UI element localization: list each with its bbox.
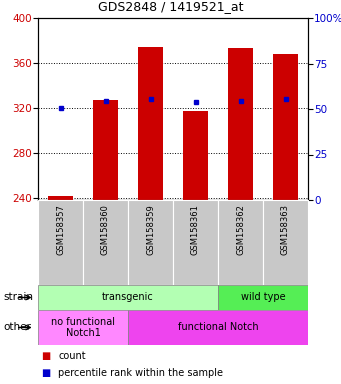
Text: other: other	[3, 323, 31, 333]
Bar	[38, 310, 128, 345]
Bar	[218, 200, 263, 285]
Bar	[273, 54, 298, 200]
Bar	[93, 100, 118, 200]
Text: GSM158359: GSM158359	[146, 204, 155, 255]
Text: ■: ■	[41, 351, 51, 361]
Text: functional Notch: functional Notch	[178, 323, 258, 333]
Bar	[38, 200, 83, 285]
Text: no functional
Notch1: no functional Notch1	[51, 317, 115, 338]
Bar	[228, 48, 253, 200]
Bar	[128, 200, 173, 285]
Bar	[38, 285, 218, 310]
Text: GSM158360: GSM158360	[101, 204, 110, 255]
Bar	[83, 200, 128, 285]
Text: percentile rank within the sample: percentile rank within the sample	[58, 368, 223, 378]
Text: GSM158357: GSM158357	[56, 204, 65, 255]
Bar	[138, 47, 163, 200]
Text: strain: strain	[3, 293, 33, 303]
Text: GSM158362: GSM158362	[236, 204, 245, 255]
Bar	[218, 285, 308, 310]
Text: wild type: wild type	[241, 293, 285, 303]
Text: count: count	[58, 351, 86, 361]
Text: GDS2848 / 1419521_at: GDS2848 / 1419521_at	[98, 0, 243, 13]
Bar	[183, 111, 208, 200]
Text: GSM158361: GSM158361	[191, 204, 200, 255]
Bar	[48, 195, 73, 200]
Bar	[263, 200, 308, 285]
Text: transgenic: transgenic	[102, 293, 154, 303]
Text: GSM158363: GSM158363	[281, 204, 290, 255]
Bar	[128, 310, 308, 345]
Bar	[173, 200, 218, 285]
Text: ■: ■	[41, 368, 51, 378]
